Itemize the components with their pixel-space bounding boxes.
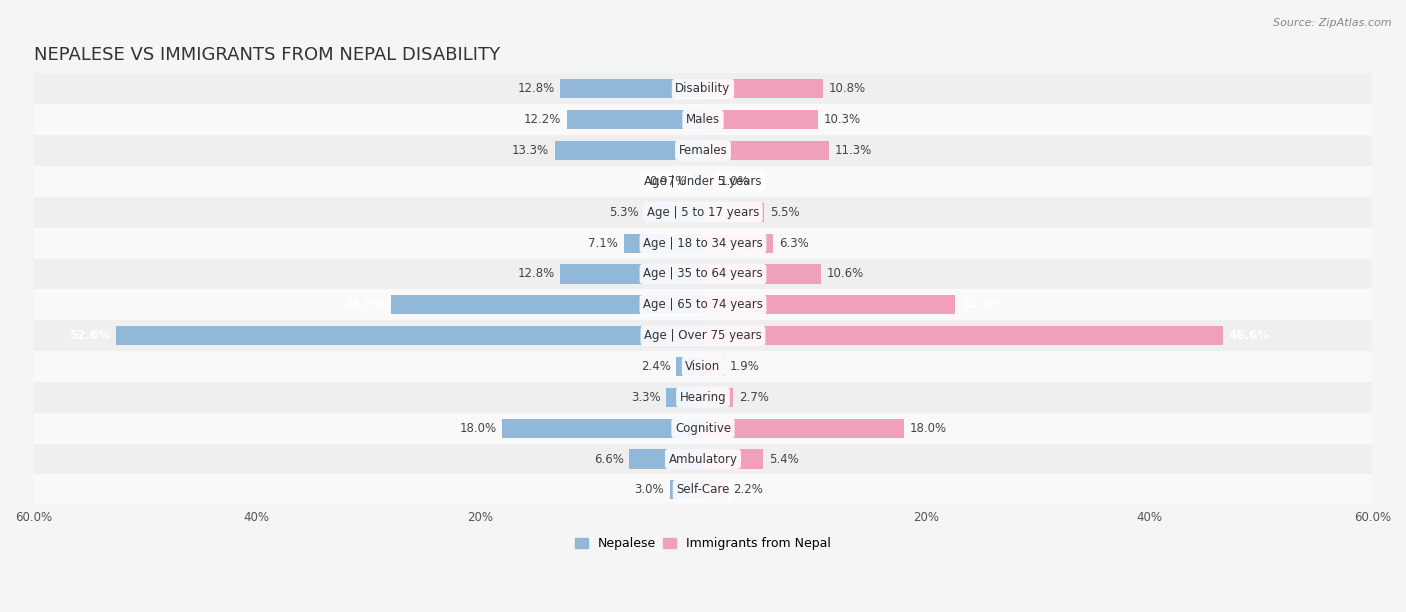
Text: 5.5%: 5.5% [770,206,800,218]
Bar [502,419,703,438]
Text: Source: ZipAtlas.com: Source: ZipAtlas.com [1274,18,1392,28]
Bar [560,80,703,99]
Text: 6.6%: 6.6% [593,452,624,466]
Text: 5.3%: 5.3% [609,206,638,218]
Legend: Nepalese, Immigrants from Nepal: Nepalese, Immigrants from Nepal [571,532,835,555]
Bar [34,412,1372,444]
Bar [703,357,724,376]
Bar [703,326,1223,345]
Text: 0.97%: 0.97% [650,175,686,188]
Bar [34,228,1372,258]
Text: 10.3%: 10.3% [824,113,860,126]
Bar [703,110,818,129]
Text: 3.3%: 3.3% [631,391,661,404]
Text: Disability: Disability [675,83,731,95]
Text: Age | Under 5 years: Age | Under 5 years [644,175,762,188]
Bar [703,203,765,222]
Bar [117,326,703,345]
Bar [624,234,703,253]
Text: 12.8%: 12.8% [517,83,554,95]
Text: 18.0%: 18.0% [460,422,496,435]
Bar [34,166,1372,197]
Text: 52.6%: 52.6% [69,329,111,342]
Bar [692,172,703,191]
Bar [34,289,1372,320]
Bar [703,449,763,469]
Text: 12.2%: 12.2% [524,113,561,126]
Text: 10.6%: 10.6% [827,267,865,280]
Bar [703,172,714,191]
Text: Age | 65 to 74 years: Age | 65 to 74 years [643,298,763,312]
Text: Hearing: Hearing [679,391,727,404]
Bar [34,258,1372,289]
Bar [703,295,955,315]
Text: Females: Females [679,144,727,157]
Text: NEPALESE VS IMMIGRANTS FROM NEPAL DISABILITY: NEPALESE VS IMMIGRANTS FROM NEPAL DISABI… [34,46,499,64]
Text: Age | 18 to 34 years: Age | 18 to 34 years [643,237,763,250]
Bar [34,197,1372,228]
Bar [34,444,1372,474]
Bar [567,110,703,129]
Text: 10.8%: 10.8% [830,83,866,95]
Text: 28.0%: 28.0% [344,298,385,312]
Text: 2.7%: 2.7% [738,391,769,404]
Bar [676,357,703,376]
Text: Age | 35 to 64 years: Age | 35 to 64 years [643,267,763,280]
Text: Vision: Vision [685,360,721,373]
Bar [34,474,1372,506]
Bar [666,388,703,407]
Bar [34,104,1372,135]
Bar [703,480,727,499]
Text: 11.3%: 11.3% [835,144,872,157]
Bar [669,480,703,499]
Bar [703,419,904,438]
Bar [34,135,1372,166]
Text: 6.3%: 6.3% [779,237,808,250]
Text: Males: Males [686,113,720,126]
Bar [391,295,703,315]
Text: 1.9%: 1.9% [730,360,759,373]
Text: Age | 5 to 17 years: Age | 5 to 17 years [647,206,759,218]
Bar [703,264,821,283]
Text: 2.4%: 2.4% [641,360,671,373]
Text: 3.0%: 3.0% [634,483,664,496]
Bar [34,320,1372,351]
Text: 5.4%: 5.4% [769,452,799,466]
Text: 7.1%: 7.1% [588,237,619,250]
Text: Age | Over 75 years: Age | Over 75 years [644,329,762,342]
Bar [703,80,824,99]
Bar [34,351,1372,382]
Text: 13.3%: 13.3% [512,144,548,157]
Text: Self-Care: Self-Care [676,483,730,496]
Bar [703,234,773,253]
Text: Cognitive: Cognitive [675,422,731,435]
Bar [554,141,703,160]
Bar [703,388,733,407]
Bar [34,73,1372,104]
Text: 22.6%: 22.6% [960,298,1001,312]
Bar [644,203,703,222]
Bar [34,382,1372,412]
Bar [703,141,830,160]
Text: 18.0%: 18.0% [910,422,946,435]
Text: 1.0%: 1.0% [720,175,749,188]
Bar [630,449,703,469]
Bar [560,264,703,283]
Text: 2.2%: 2.2% [733,483,763,496]
Text: 46.6%: 46.6% [1229,329,1270,342]
Text: Ambulatory: Ambulatory [668,452,738,466]
Text: 12.8%: 12.8% [517,267,554,280]
